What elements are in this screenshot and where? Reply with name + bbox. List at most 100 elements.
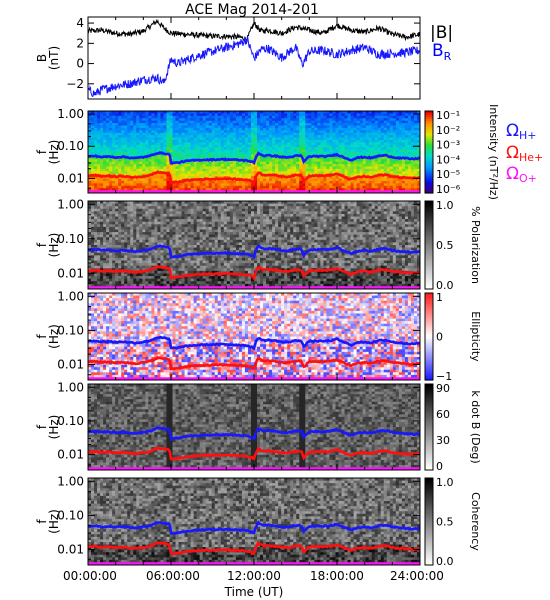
spectro-cell [311, 130, 315, 134]
spectro-cell [323, 127, 328, 131]
spectro-cell [377, 118, 382, 122]
spectro-cell [121, 161, 125, 165]
spectro-cell [389, 171, 394, 175]
intensity-ytick-label: 0.10 [57, 139, 84, 153]
spectro-cell [181, 224, 186, 228]
spectro-cell [226, 142, 231, 146]
spectro-cell [118, 224, 122, 228]
spectro-cell [395, 188, 400, 192]
spectro-cell [293, 120, 297, 124]
spectro-cell [154, 255, 159, 259]
spectro-cell [172, 127, 177, 131]
spectro-cell [181, 132, 186, 136]
spectro-cell [178, 226, 183, 231]
spectro-cell [97, 137, 101, 141]
spectro-cell [163, 226, 168, 231]
spectro-cell [401, 142, 406, 146]
spectro-cell [127, 161, 131, 165]
spectro-cell [389, 178, 394, 182]
spectro-cell [103, 161, 107, 165]
spectro-cell [184, 263, 189, 267]
spectro-cell [115, 111, 119, 115]
spectro-cell [413, 166, 418, 170]
spectro-cell [374, 159, 379, 163]
spectro-cell [244, 144, 249, 148]
spectro-cell [103, 171, 107, 175]
spectro-cell [127, 226, 131, 231]
spectro-cell [190, 164, 195, 168]
spectro-cell [350, 130, 355, 134]
spectro-cell [130, 113, 134, 117]
spectro-cell [263, 147, 267, 151]
spectro-cell [163, 130, 168, 134]
spectro-cell [166, 211, 171, 215]
spectro-cell [97, 176, 101, 180]
spectro-cell [124, 276, 128, 280]
spectro-cell [121, 178, 125, 182]
spectro-cell [133, 171, 137, 175]
spectro-cell [266, 144, 270, 148]
spectro-cell [178, 268, 183, 272]
spectro-cell [299, 188, 303, 192]
spectro-cell [178, 273, 183, 277]
spectro-cell [389, 144, 394, 148]
spectro-cell [106, 226, 110, 231]
spectro-cell [142, 188, 146, 192]
spectro-cell [181, 118, 186, 122]
spectro-cell [205, 120, 210, 124]
spectro-cell [106, 130, 110, 134]
spectro-cell [157, 147, 162, 151]
spectro-cell [91, 161, 95, 165]
spectro-cell [241, 147, 246, 151]
spectro-cell [386, 147, 391, 151]
spectro-cell [148, 147, 152, 151]
spectro-cell [395, 166, 400, 170]
spectro-cell [130, 278, 134, 282]
spectro-cell [115, 203, 119, 207]
spectro-cell [392, 132, 397, 136]
spectro-cell [199, 144, 204, 148]
spectro-cell [97, 171, 101, 175]
spectro-cell [112, 237, 116, 241]
spectro-cell [163, 201, 168, 205]
spectro-cell [338, 115, 343, 119]
spectro-cell [139, 144, 143, 148]
spectro-cell [133, 268, 137, 272]
spectro-cell [238, 168, 243, 172]
spectro-cell [386, 115, 391, 119]
spectro-cell [232, 166, 237, 170]
spectro-cell [359, 183, 364, 187]
spectro-cell [88, 176, 92, 180]
spectro-cell [263, 171, 267, 175]
spectro-cell [145, 123, 149, 127]
spectro-cell [91, 245, 95, 249]
spectro-cell [278, 113, 282, 117]
spectro-cell [287, 180, 291, 184]
spectro-cell [398, 115, 403, 119]
spectro-cell [296, 135, 300, 139]
spectro-cell [136, 234, 140, 238]
spectro-cell [118, 283, 122, 288]
spectro-cell [254, 161, 258, 165]
spectro-cell [296, 164, 300, 168]
spectro-cell [169, 242, 174, 246]
spectro-cell [377, 176, 382, 180]
spectro-cell [118, 149, 122, 153]
spectro-cell [142, 201, 146, 205]
spectro-cell [172, 113, 177, 117]
spectro-cell [401, 173, 406, 177]
spectro-cell [127, 211, 131, 215]
spectro-cell [178, 156, 183, 160]
spectro-cell [154, 221, 159, 225]
intensity-ytick-label: 0.01 [57, 171, 84, 185]
spectro-cell [151, 113, 155, 117]
spectro-cell [380, 144, 385, 148]
spectro-cell [160, 263, 165, 267]
spectro-cell [154, 224, 159, 228]
spectro-cell [232, 183, 237, 187]
spectro-cell [220, 139, 225, 143]
spectro-cell [241, 118, 246, 122]
spectro-cell [157, 180, 162, 184]
spectro-cell [260, 130, 264, 134]
spectro-cell [136, 171, 140, 175]
